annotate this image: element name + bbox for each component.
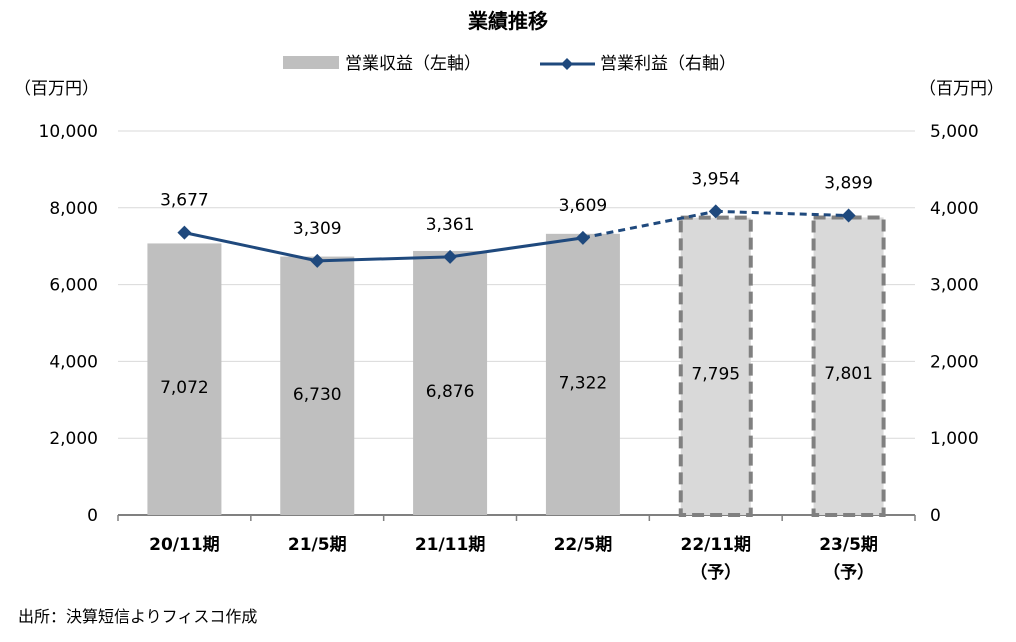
bar-21/5期 bbox=[280, 256, 355, 515]
right-tick-label: 3,000 bbox=[930, 276, 979, 296]
line-value-label: 3,954 bbox=[691, 169, 740, 189]
line-point-22/11期 bbox=[708, 204, 723, 219]
category-label: 21/11期 bbox=[415, 535, 486, 555]
right-tick-label: 2,000 bbox=[930, 352, 979, 372]
legend-bar-label: 営業収益（左軸） bbox=[345, 54, 481, 74]
left-tick-label: 2,000 bbox=[49, 429, 98, 449]
bar-value-label: 6,876 bbox=[426, 382, 475, 402]
bar-value-label: 7,322 bbox=[559, 373, 608, 393]
line-point-23/5期 bbox=[841, 208, 856, 223]
line-segment bbox=[317, 255, 451, 263]
category-label: 23/5期 bbox=[819, 535, 878, 555]
line-value-label: 3,677 bbox=[160, 191, 209, 211]
legend-line-label: 営業利益（右軸） bbox=[600, 54, 736, 74]
right-tick-label: 1,000 bbox=[930, 429, 979, 449]
category-sublabel: （予） bbox=[823, 562, 874, 583]
left-tick-label: 6,000 bbox=[49, 276, 98, 296]
right-tick-label: 0 bbox=[930, 506, 941, 526]
line-point-20/11期 bbox=[177, 225, 192, 240]
legend-bar-swatch bbox=[283, 56, 339, 69]
chart-title: 業績推移 bbox=[468, 9, 548, 33]
bar-value-label: 7,795 bbox=[691, 364, 740, 384]
line-segment bbox=[184, 231, 318, 263]
category-label: 20/11期 bbox=[149, 535, 220, 555]
right-tick-label: 4,000 bbox=[930, 199, 979, 219]
bar-22/11期 bbox=[678, 215, 753, 517]
line-value-label: 3,609 bbox=[559, 196, 608, 216]
bar-value-label: 6,730 bbox=[293, 385, 342, 405]
category-label: 21/5期 bbox=[288, 535, 347, 555]
line-value-label: 3,899 bbox=[824, 174, 873, 194]
line-point-21/5期 bbox=[310, 253, 325, 268]
bar-23/5期 bbox=[811, 215, 886, 518]
line-segment bbox=[582, 209, 717, 240]
line-segment bbox=[715, 209, 849, 218]
line-value-label: 3,361 bbox=[426, 215, 475, 235]
bar-value-label: 7,072 bbox=[160, 378, 209, 398]
category-sublabel: （予） bbox=[690, 562, 741, 583]
bar-22/5期 bbox=[545, 233, 620, 515]
left-axis-unit: （百万円） bbox=[14, 79, 99, 99]
left-tick-label: 8,000 bbox=[49, 199, 98, 219]
left-tick-label: 10,000 bbox=[39, 122, 98, 142]
left-tick-label: 4,000 bbox=[49, 352, 98, 372]
right-tick-label: 5,000 bbox=[930, 122, 979, 142]
right-axis-unit: （百万円） bbox=[919, 79, 1004, 99]
category-label: 22/11期 bbox=[680, 535, 751, 555]
left-tick-label: 0 bbox=[87, 506, 98, 526]
legend-diamond-icon bbox=[561, 58, 573, 70]
bar-value-label: 7,801 bbox=[824, 364, 873, 384]
bar-20/11期 bbox=[147, 243, 222, 516]
bar-21/11期 bbox=[413, 250, 488, 515]
line-value-label: 3,309 bbox=[293, 219, 342, 239]
line-segment bbox=[449, 236, 584, 259]
line-point-21/11期 bbox=[443, 249, 458, 264]
line-point-22/5期 bbox=[575, 230, 590, 245]
category-label: 22/5期 bbox=[554, 535, 613, 555]
source-note: 出所：決算短信よりフィスコ作成 bbox=[18, 607, 257, 626]
legend: 営業収益（左軸） 営業利益（右軸） bbox=[283, 54, 736, 74]
